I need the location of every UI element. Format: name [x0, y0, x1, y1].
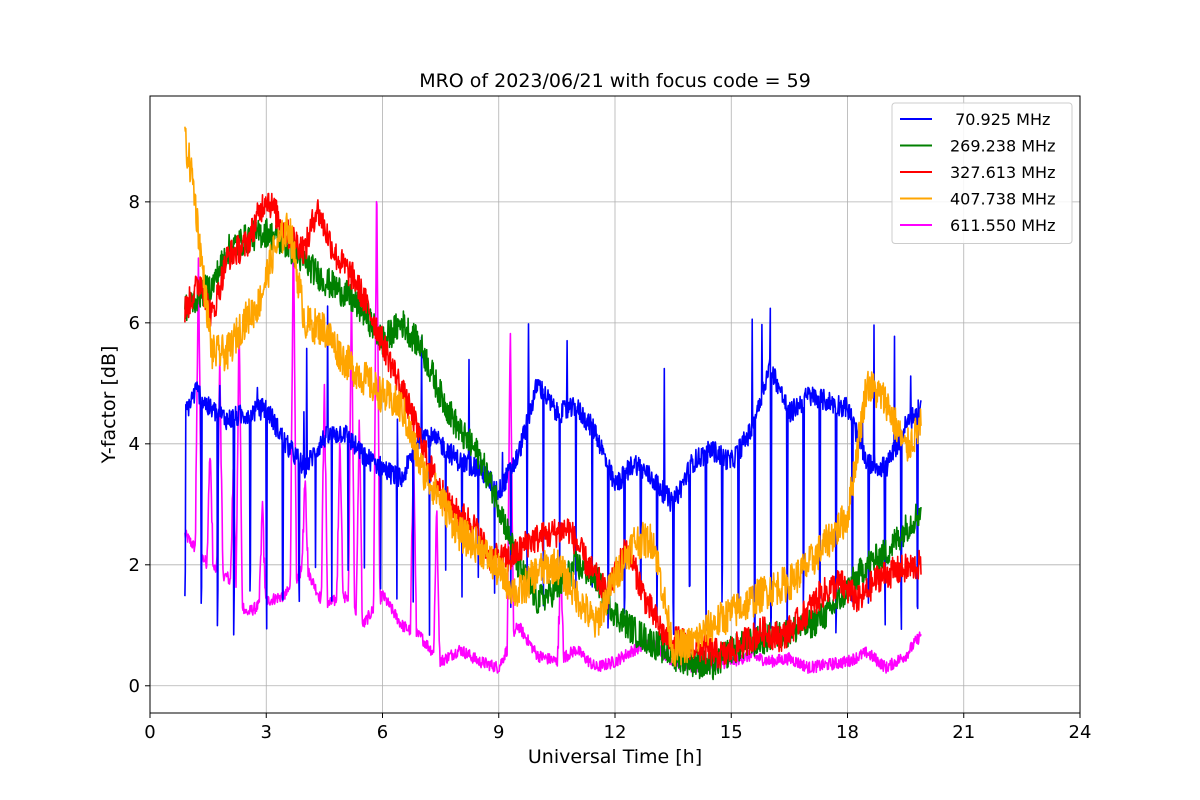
series-line-2	[184, 192, 922, 669]
legend-label: 70.925 MHz	[950, 110, 1050, 129]
legend-label: 407.738 MHz	[950, 190, 1055, 209]
legend-label: 327.613 MHz	[950, 163, 1055, 182]
y-tick-label: 2	[129, 555, 140, 576]
x-tick-label: 15	[720, 722, 743, 743]
x-tick-label: 24	[1069, 722, 1092, 743]
x-tick-label: 3	[261, 722, 272, 743]
legend: 70.925 MHz 269.238 MHz 327.613 MHz 407.738 …	[891, 102, 1073, 244]
y-tick-label: 4	[129, 434, 140, 455]
x-tick-label: 9	[493, 722, 504, 743]
x-tick-label: 6	[377, 722, 388, 743]
x-tick-label: 0	[144, 722, 155, 743]
chart-title: MRO of 2023/06/21 with focus code = 59	[419, 70, 811, 92]
legend-label: 611.550 MHz	[950, 216, 1055, 235]
legend-label: 269.238 MHz	[950, 137, 1055, 156]
y-tick-label: 0	[129, 676, 140, 697]
series-group	[184, 126, 922, 681]
x-tick-label: 12	[604, 722, 627, 743]
y-tick-label: 8	[129, 192, 140, 213]
x-axis-label: Universal Time [h]	[528, 746, 702, 768]
series-line-4	[184, 200, 922, 675]
x-tick-label: 18	[836, 722, 859, 743]
y-tick-label: 6	[129, 313, 140, 334]
x-tick-label: 21	[952, 722, 975, 743]
series-line-0	[184, 305, 922, 637]
legend-box	[891, 102, 1073, 244]
y-axis-label: Y-factor [dB]	[98, 346, 120, 465]
series-line-3	[184, 126, 922, 667]
